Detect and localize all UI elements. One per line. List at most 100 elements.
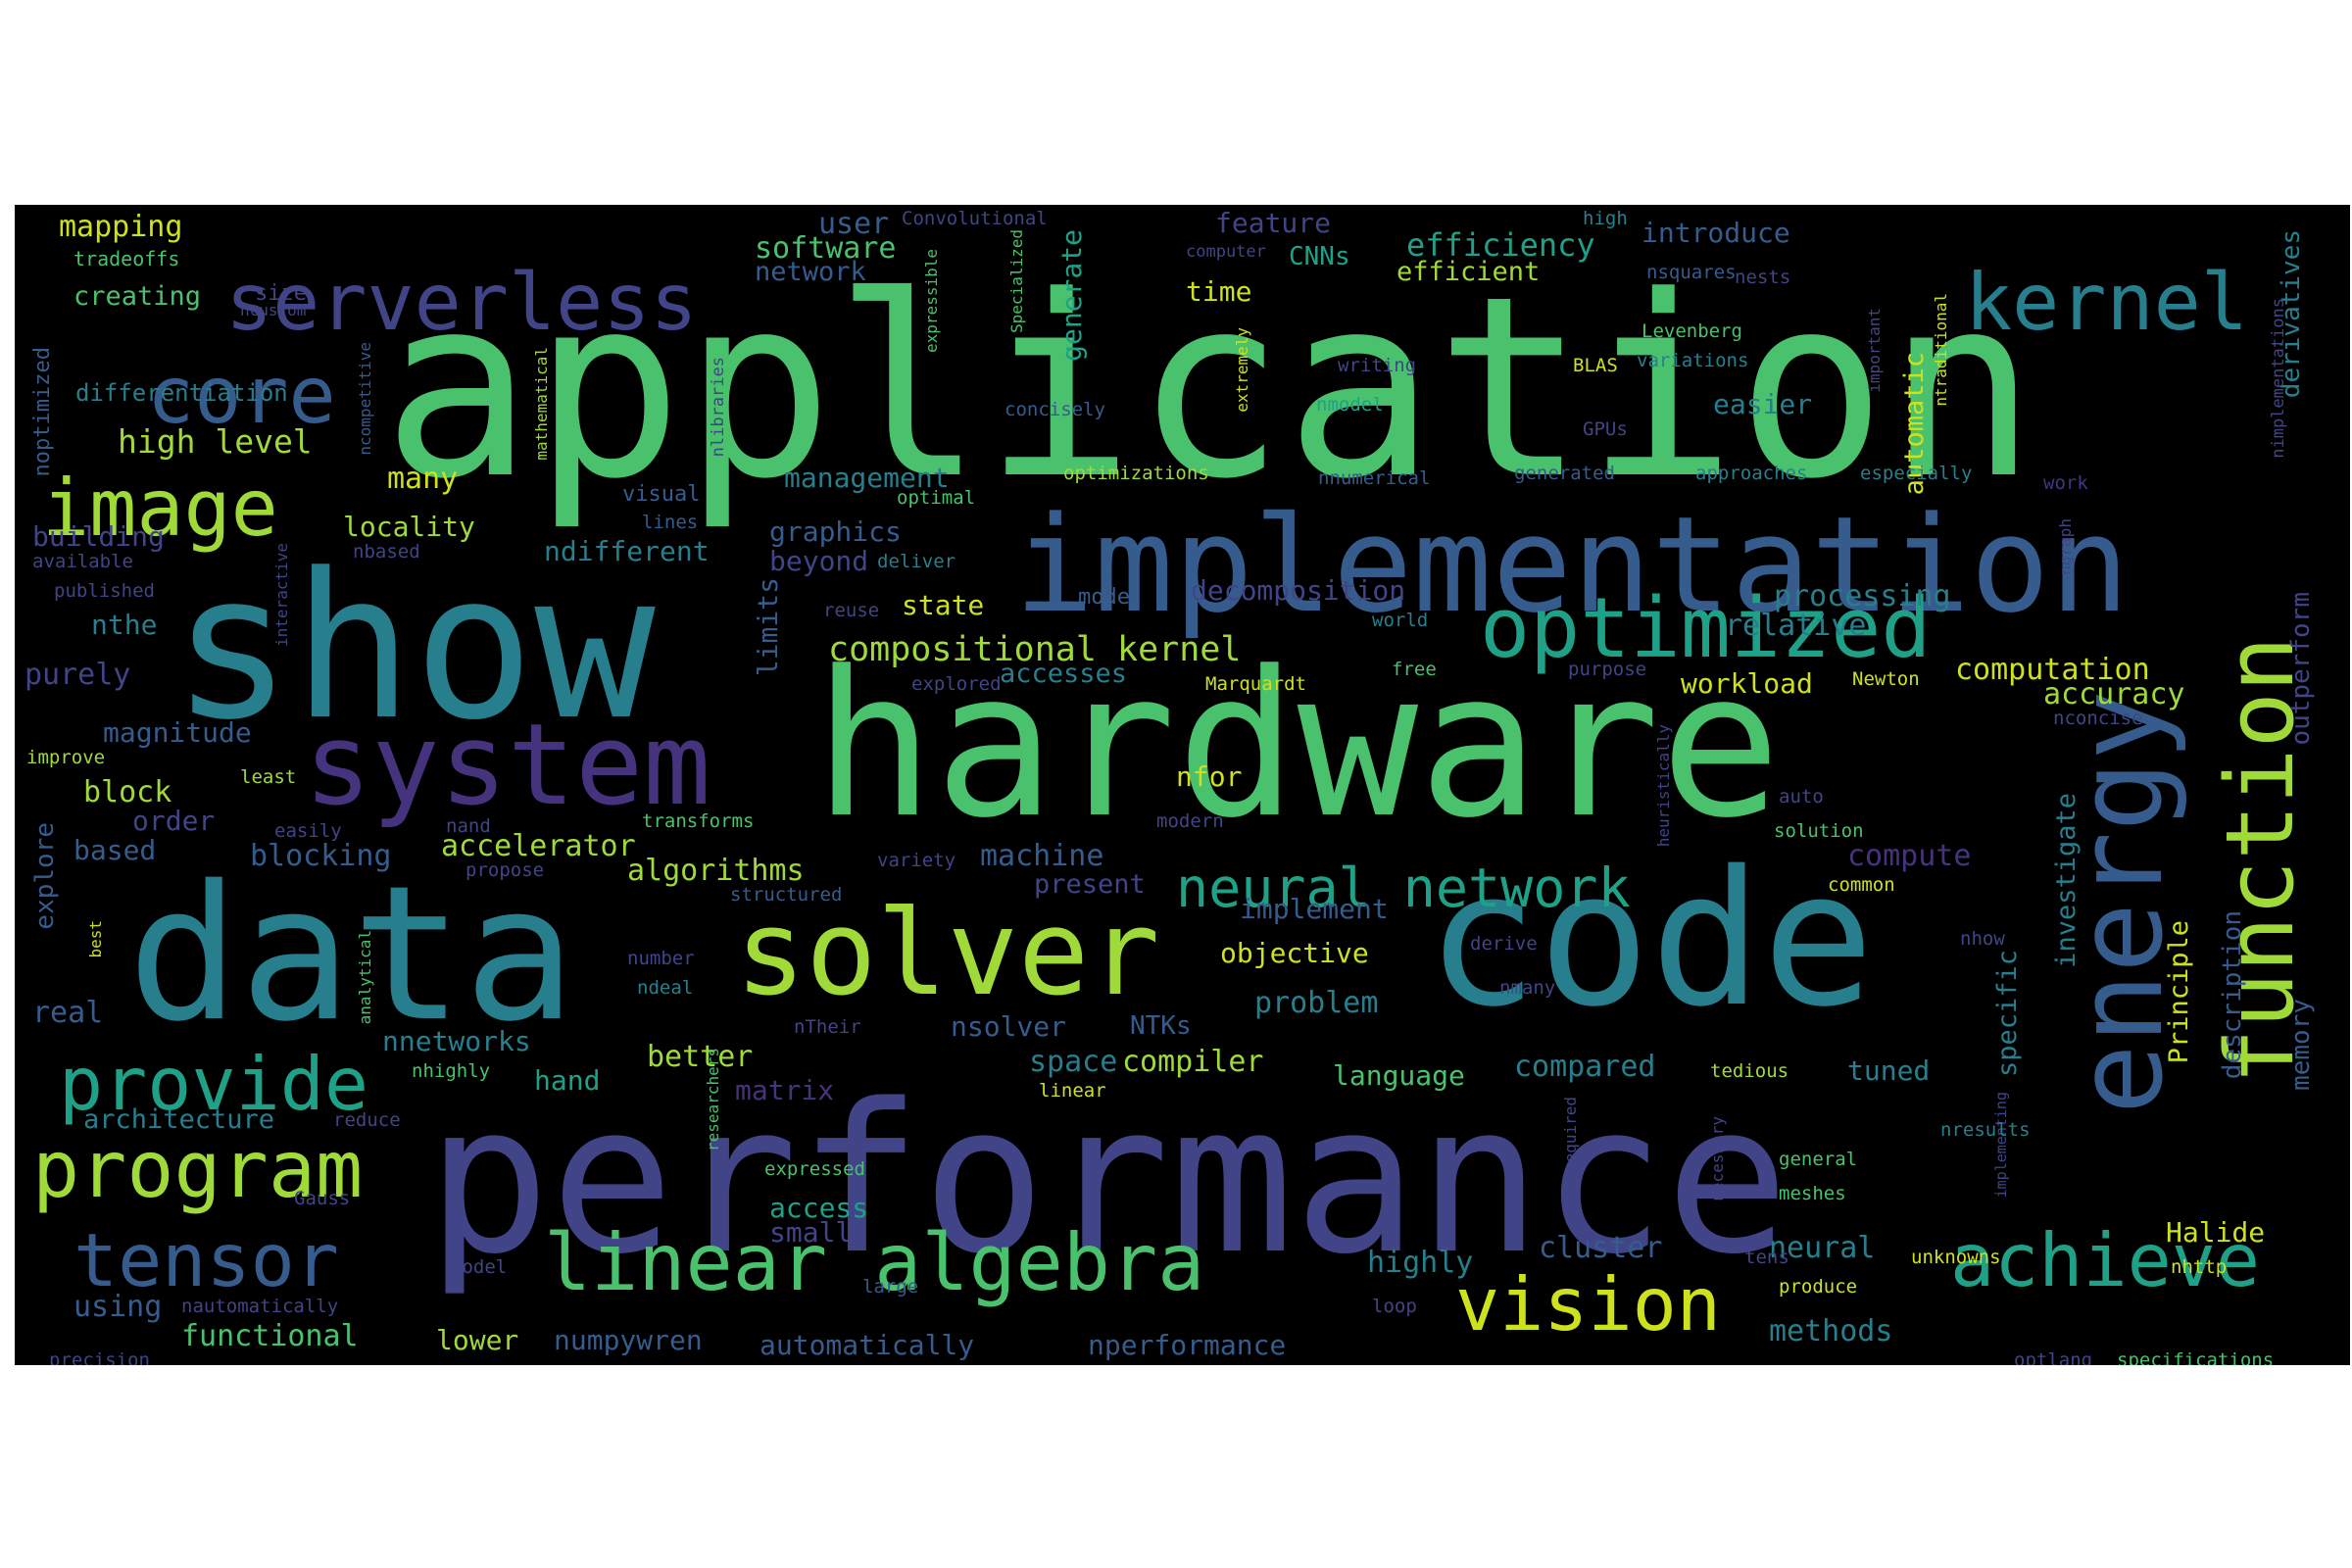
word-ncompetitive: ncompetitive bbox=[356, 342, 374, 456]
word-efficient: efficient bbox=[1396, 257, 1541, 287]
word-performance: performance bbox=[426, 1059, 1789, 1299]
word-computation: computation bbox=[1955, 653, 2150, 687]
word-easier: easier bbox=[1713, 388, 1813, 420]
word-cnns: CNNs bbox=[1289, 242, 1350, 271]
word-nests: nests bbox=[1735, 267, 1791, 288]
word-memory: memory bbox=[2286, 999, 2316, 1091]
word-nnetworks: nnetworks bbox=[382, 1025, 531, 1057]
word-compiler: compiler bbox=[1122, 1045, 1264, 1079]
word-management: management bbox=[784, 462, 950, 494]
word-ngraph: ngraph bbox=[2056, 518, 2075, 575]
word-nnumerical: nnumerical bbox=[1318, 467, 1431, 489]
word-decomposition: decomposition bbox=[1191, 574, 1406, 607]
word-feature: feature bbox=[1215, 207, 1332, 239]
word-based: based bbox=[74, 834, 157, 866]
word-mode: mode bbox=[1078, 585, 1130, 610]
word-auto: auto bbox=[1779, 786, 1824, 808]
word-highly: highly bbox=[1367, 1246, 1474, 1280]
word-levenberg: Levenberg bbox=[1642, 320, 1742, 342]
word-functional: functional bbox=[181, 1319, 359, 1353]
word-provide: provide bbox=[59, 1041, 369, 1127]
word-visual: visual bbox=[622, 482, 701, 507]
word-loop: loop bbox=[1372, 1296, 1417, 1317]
word-processing: processing bbox=[1774, 579, 1951, 613]
word-marquardt: Marquardt bbox=[1205, 673, 1306, 695]
word-nmany: nmany bbox=[1499, 977, 1556, 999]
word-produce: produce bbox=[1779, 1276, 1858, 1298]
word-image: image bbox=[42, 463, 278, 554]
word-size: size bbox=[255, 281, 307, 306]
word-high: high bbox=[1583, 208, 1628, 229]
word-blocking: blocking bbox=[250, 839, 392, 873]
word-data: data bbox=[127, 846, 576, 1062]
word-mapping: mapping bbox=[59, 210, 183, 244]
word-differentiation: differentiation bbox=[75, 379, 288, 407]
word-lines: lines bbox=[642, 512, 699, 533]
word-network: network bbox=[755, 257, 866, 287]
word-propose: propose bbox=[466, 859, 545, 881]
word-time: time bbox=[1186, 275, 1252, 308]
word-mathematical: mathematical bbox=[532, 347, 551, 461]
word-compositional-kernel: compositional kernel bbox=[828, 630, 1242, 669]
word-principle: Principle bbox=[2164, 920, 2194, 1064]
word-program: program bbox=[32, 1124, 364, 1215]
word-writing: writing bbox=[1338, 355, 1417, 376]
word-introduce: introduce bbox=[1642, 217, 1790, 249]
word-expressed: expressed bbox=[764, 1158, 865, 1180]
word-required: required bbox=[1561, 1097, 1580, 1173]
word-nfor: nfor bbox=[1176, 760, 1243, 793]
word-serverless: serverless bbox=[225, 257, 698, 348]
word-compute: compute bbox=[1847, 839, 1972, 873]
word-building: building bbox=[32, 520, 165, 553]
word-relative: relative bbox=[1725, 609, 1867, 643]
word-least: least bbox=[240, 766, 297, 788]
word-numpywren: numpywren bbox=[554, 1324, 703, 1356]
word-accesses: accesses bbox=[1000, 659, 1128, 689]
word-hardware: hardware bbox=[813, 629, 1782, 862]
word-nhighly: nhighly bbox=[412, 1060, 491, 1082]
word-high-level: high level bbox=[118, 422, 313, 461]
word-gauss: Gauss bbox=[294, 1188, 351, 1209]
word-small: small bbox=[769, 1216, 853, 1249]
word-number: number bbox=[627, 948, 695, 969]
word-ntraditional: ntraditional bbox=[1932, 293, 1950, 407]
word-core: core bbox=[147, 350, 336, 441]
word-noptimized: noptimized bbox=[30, 347, 55, 477]
word-linear-algebra: linear algebra bbox=[544, 1217, 1205, 1308]
word-locality: locality bbox=[343, 511, 475, 543]
word-extremely: extremely bbox=[1233, 327, 1251, 413]
word-nhttp: nhttp bbox=[2171, 1256, 2228, 1278]
word-convolutional: Convolutional bbox=[902, 208, 1048, 229]
word-cluster: cluster bbox=[1539, 1231, 1663, 1265]
word-graphics: graphics bbox=[769, 515, 902, 548]
word-neural: neural bbox=[1769, 1231, 1876, 1265]
word-unknowns: unknowns bbox=[1911, 1247, 2001, 1268]
word-many: many bbox=[387, 462, 459, 496]
word-transforms: transforms bbox=[642, 810, 755, 832]
word-optimized: optimized bbox=[1480, 580, 1932, 677]
word-implementing: implementing bbox=[1992, 1092, 2010, 1199]
word-order: order bbox=[132, 805, 216, 837]
word-achieve: achieve bbox=[1950, 1217, 2261, 1303]
word-space: space bbox=[1029, 1045, 1118, 1079]
word-specifications: specifications bbox=[2117, 1349, 2275, 1366]
word-analytical: analytical bbox=[356, 930, 374, 1025]
word-matrix: matrix bbox=[735, 1074, 835, 1106]
word-nimplementations: nimplementations bbox=[2269, 298, 2288, 459]
word-code: code bbox=[1426, 831, 1875, 1048]
word-description: description bbox=[2218, 910, 2247, 1080]
word-heuristically: heuristically bbox=[1654, 724, 1673, 848]
word-nresults: nresults bbox=[1940, 1119, 2031, 1141]
word-solver: solver bbox=[735, 886, 1160, 1022]
word-efficiency: efficiency bbox=[1406, 226, 1595, 264]
word-optimizations: optimizations bbox=[1063, 463, 1209, 484]
word-best: best bbox=[86, 920, 105, 958]
word-ncustom: ncustom bbox=[240, 301, 307, 319]
word-machine: machine bbox=[980, 839, 1104, 873]
word-nand: nand bbox=[446, 815, 491, 837]
word-nlibraries: nlibraries bbox=[709, 357, 728, 458]
word-necessary: necessary bbox=[1708, 1116, 1727, 1201]
word-expressible: expressible bbox=[922, 249, 941, 353]
word-real: real bbox=[32, 996, 104, 1030]
word-nthe: nthe bbox=[91, 609, 158, 641]
